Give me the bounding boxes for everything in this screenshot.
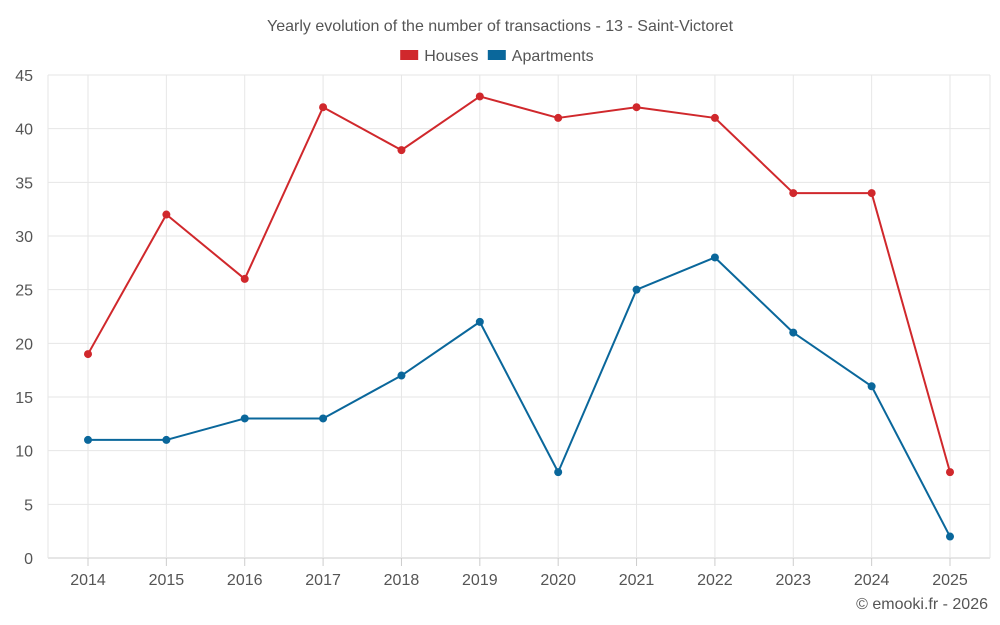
y-axis: 0 5 10 15 20 25 30 35 40 45 [15,68,33,568]
series-line [88,256,951,537]
data-point[interactable] [240,274,249,283]
chart-title: Yearly evolution of the number of transa… [267,18,734,35]
y-tick-label: 20 [15,336,33,353]
data-point[interactable] [632,285,641,294]
y-tick-label: 25 [15,283,33,300]
data-point[interactable] [240,414,249,423]
y-tick-label: 10 [15,444,33,461]
x-axis: 2014 2015 2016 2017 2018 2019 2020 2021 2022 2023… [70,558,968,589]
legend-label: Apartments [512,48,594,65]
legend-label: Houses [424,48,478,65]
data-point[interactable] [397,146,406,155]
data-point[interactable] [789,189,798,198]
legend-swatch [487,50,506,60]
data-point[interactable] [162,435,171,444]
data-point[interactable] [946,468,954,477]
data-point[interactable] [397,371,406,380]
x-tick-label: 2015 [149,572,185,589]
grid [47,74,991,559]
data-point[interactable] [84,350,92,359]
data-point[interactable] [84,435,92,444]
data-point[interactable] [162,210,171,219]
data-point[interactable] [319,414,328,423]
x-tick-label: 2024 [854,572,890,589]
data-point[interactable] [554,468,563,477]
data-point[interactable] [475,317,484,326]
data-point[interactable] [319,103,328,112]
data-point[interactable] [867,382,876,391]
data-point[interactable] [867,189,876,198]
legend-item-houses[interactable]: Houses [400,48,478,65]
data-point[interactable] [554,113,563,122]
y-tick-label: 40 [15,122,33,139]
y-tick-label: 45 [15,68,33,85]
x-tick-label: 2021 [619,572,655,589]
data-point[interactable] [710,253,719,262]
credit-text: © emooki.fr - 2026 [856,596,988,613]
data-point[interactable] [946,532,954,541]
x-tick-label: 2016 [227,572,263,589]
data-point[interactable] [475,92,484,101]
data-point[interactable] [710,113,719,122]
series-apartments [84,253,954,541]
x-tick-label: 2017 [305,572,341,589]
data-point[interactable] [789,328,798,337]
y-tick-label: 35 [15,175,33,192]
x-tick-label: 2022 [697,572,733,589]
x-tick-label: 2019 [462,572,498,589]
data-point[interactable] [632,103,641,112]
series-group [84,92,954,541]
legend-item-apartments[interactable]: Apartments [487,48,594,65]
legend-swatch [400,50,419,60]
x-tick-label: 2025 [932,572,968,589]
series-houses [84,92,954,477]
x-tick-label: 2023 [775,572,811,589]
x-tick-label: 2014 [70,572,106,589]
y-tick-label: 5 [24,497,33,514]
legend: Houses Apartments [400,48,594,65]
series-line [87,95,951,473]
y-tick-label: 15 [15,390,33,407]
x-tick-label: 2020 [540,572,576,589]
y-tick-label: 0 [24,551,33,568]
x-tick-label: 2018 [384,572,420,589]
y-tick-label: 30 [15,229,33,246]
